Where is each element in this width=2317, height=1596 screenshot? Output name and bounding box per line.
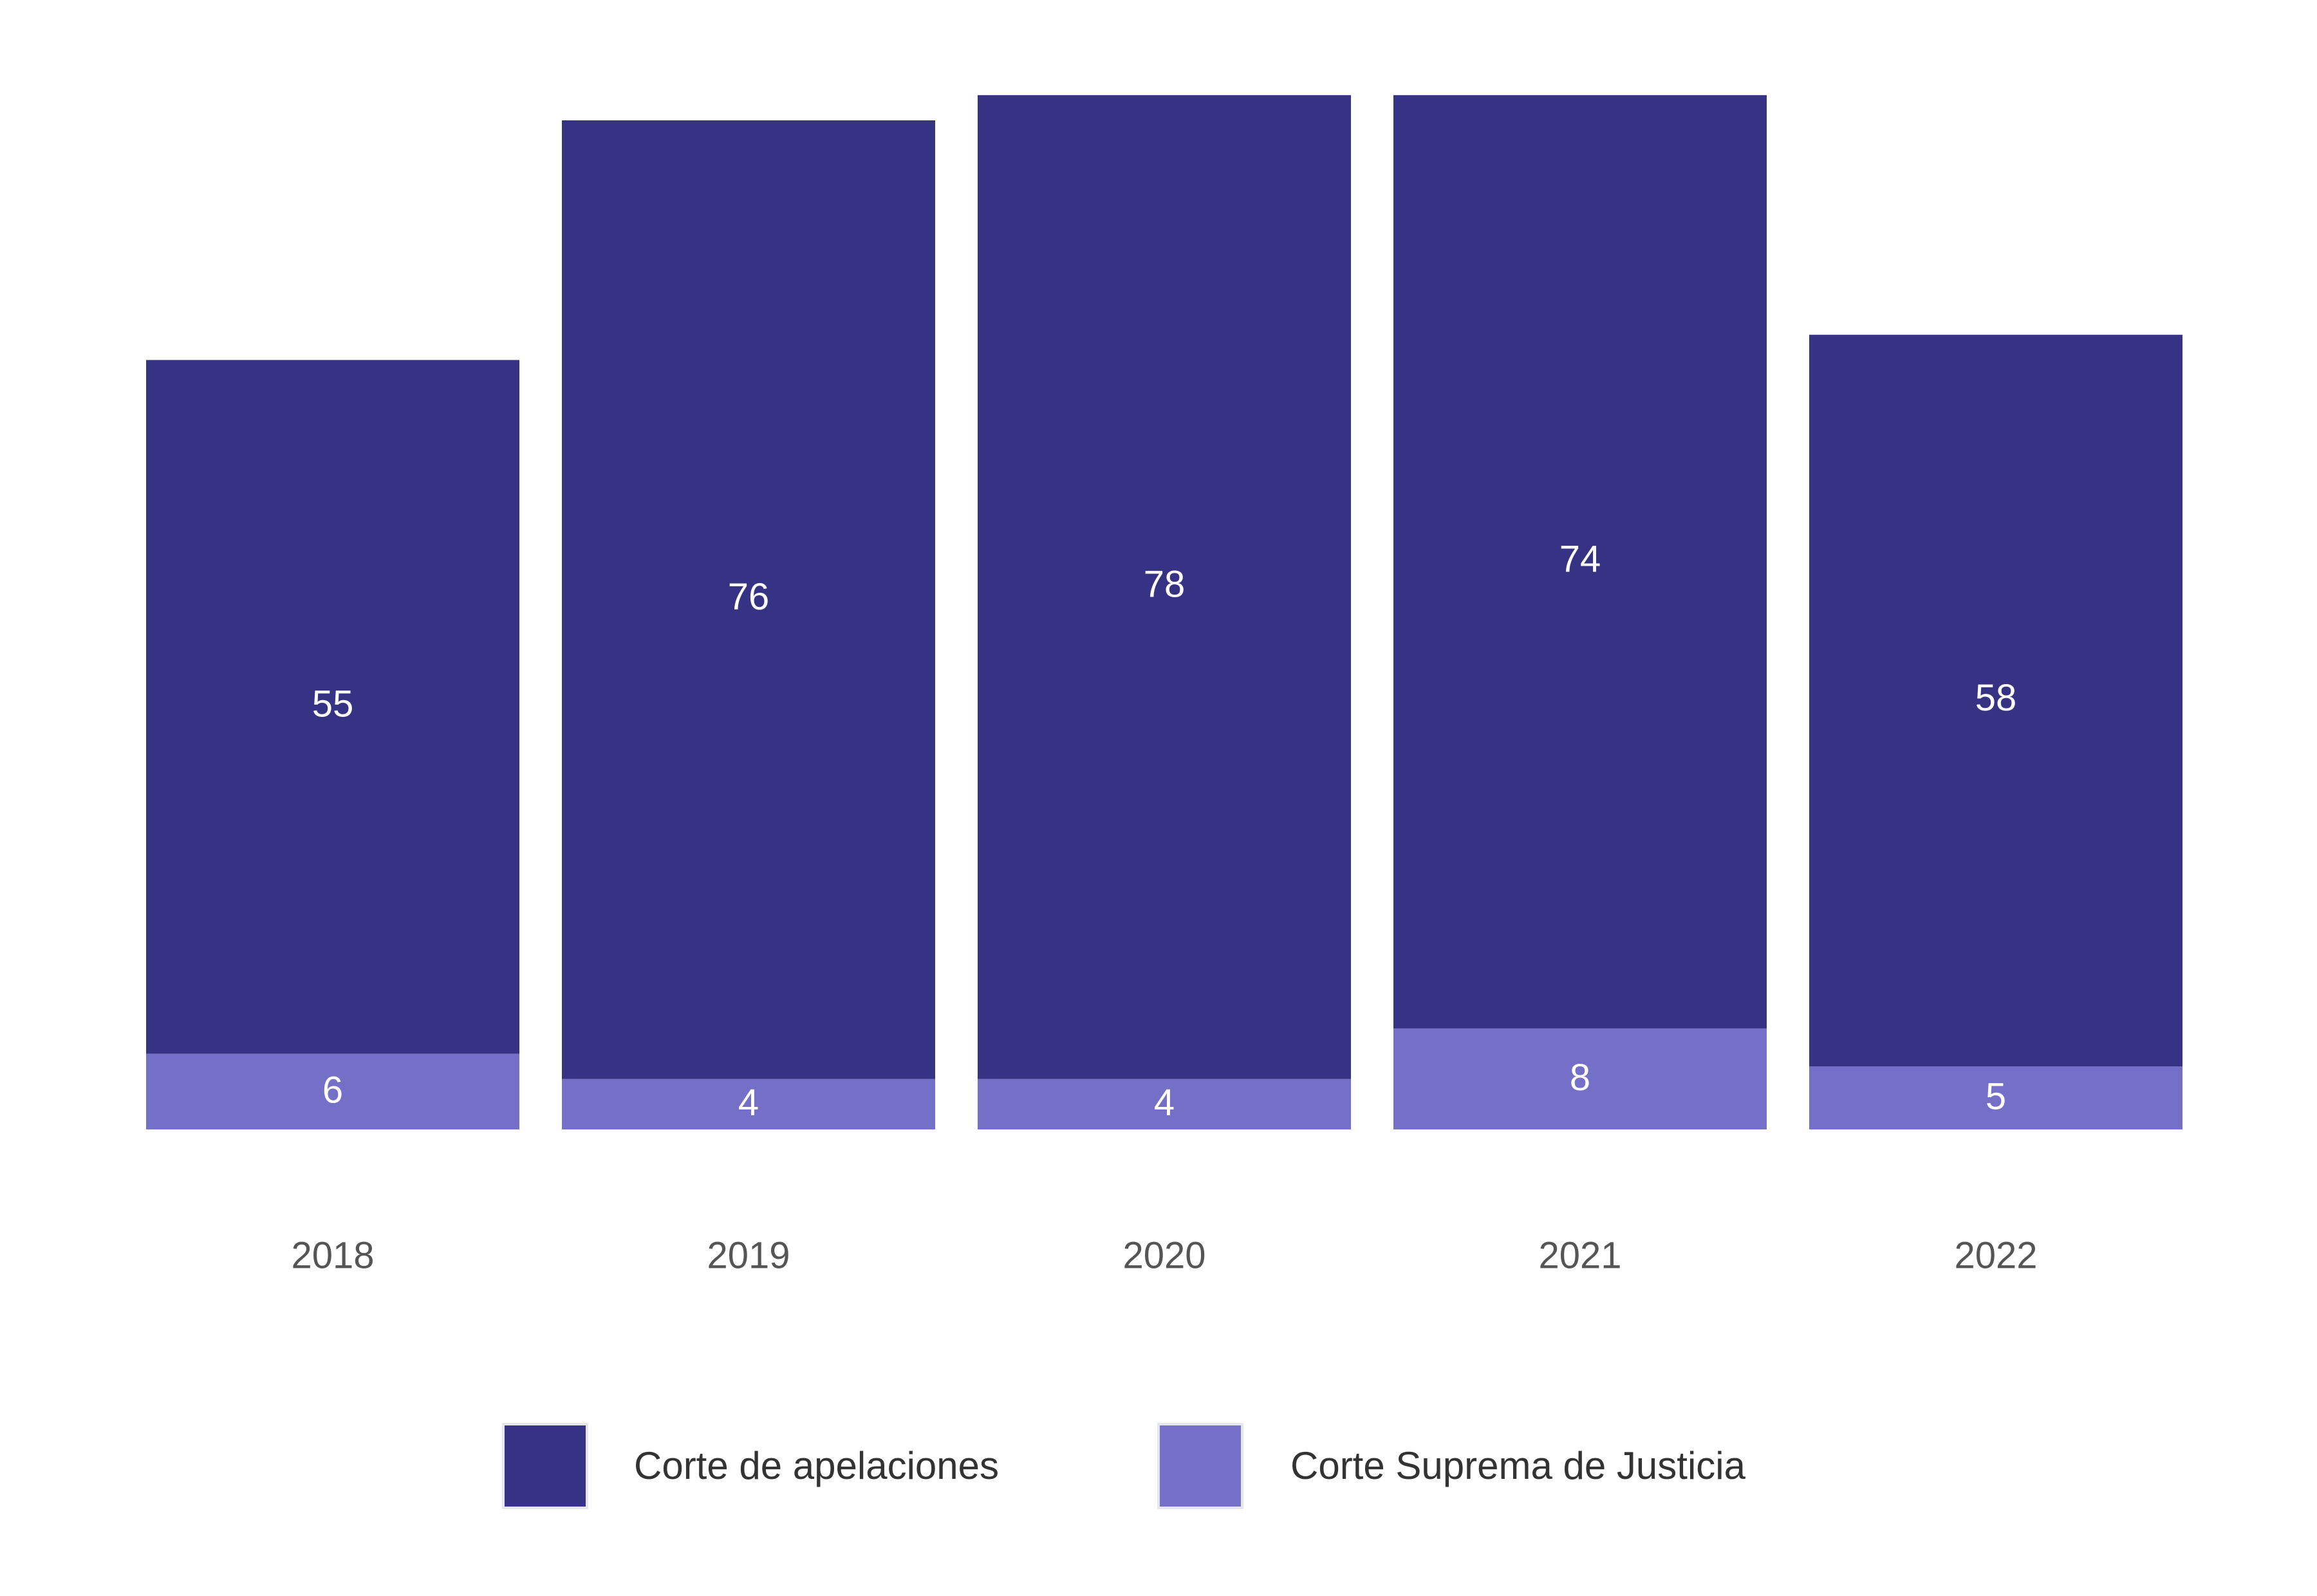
x-tick-label-2018: 2018 <box>291 1234 374 1276</box>
x-tick-label-2019: 2019 <box>707 1234 790 1276</box>
data-label-corte-suprema-de-justicia-2021: 8 <box>1570 1057 1590 1099</box>
data-label-corte-suprema-de-justicia-2018: 6 <box>322 1070 343 1111</box>
x-tick-label-2021: 2021 <box>1538 1234 1621 1276</box>
bar-segment-corte-de-apelaciones-2022 <box>1809 335 2182 1067</box>
bar-segment-corte-suprema-de-justicia-2018 <box>146 1053 519 1129</box>
legend-label-corte-suprema-de-justicia: Corte Suprema de Justicia <box>1290 1444 1746 1487</box>
data-label-corte-suprema-de-justicia-2019: 4 <box>738 1082 759 1124</box>
legend-swatch-corte-de-apelaciones <box>502 1423 588 1509</box>
data-label-corte-de-apelaciones-2018: 55 <box>312 683 354 725</box>
bar-segment-corte-suprema-de-justicia-2022 <box>1809 1066 2182 1129</box>
data-labels-layer: 6 55 4 76 4 78 8 74 5 58 <box>312 538 2017 1124</box>
bar-segment-corte-de-apelaciones-2018 <box>146 360 519 1054</box>
bar-segment-corte-suprema-de-justicia-2020 <box>978 1079 1351 1129</box>
bar-segment-corte-de-apelaciones-2019 <box>562 120 935 1079</box>
data-label-corte-de-apelaciones-2019: 76 <box>728 576 770 618</box>
data-label-corte-de-apelaciones-2022: 58 <box>1975 677 2017 719</box>
data-label-corte-de-apelaciones-2021: 74 <box>1559 538 1601 580</box>
bar-segment-corte-de-apelaciones-2021 <box>1393 95 1767 1029</box>
legend: Corte de apelaciones Corte Suprema de Jus… <box>502 1423 1746 1509</box>
data-label-corte-suprema-de-justicia-2020: 4 <box>1154 1082 1175 1124</box>
bar-segment-corte-suprema-de-justicia-2019 <box>562 1079 935 1129</box>
legend-swatch-corte-suprema-de-justicia <box>1157 1423 1243 1509</box>
bar-segment-corte-suprema-de-justicia-2021 <box>1393 1028 1767 1129</box>
data-label-corte-de-apelaciones-2020: 78 <box>1144 564 1186 606</box>
data-label-corte-suprema-de-justicia-2022: 5 <box>1986 1075 2006 1117</box>
x-axis-labels: 2018 2019 2020 2021 2022 <box>291 1234 2037 1276</box>
x-tick-label-2020: 2020 <box>1122 1234 1205 1276</box>
x-tick-label-2022: 2022 <box>1954 1234 2037 1276</box>
bars-layer <box>146 95 2182 1129</box>
legend-label-corte-de-apelaciones: Corte de apelaciones <box>634 1444 999 1487</box>
bar-segment-corte-de-apelaciones-2020 <box>978 95 1351 1079</box>
